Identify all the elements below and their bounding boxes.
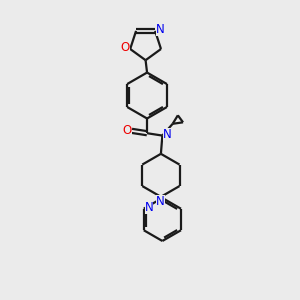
Text: N: N bbox=[156, 195, 165, 208]
Text: N: N bbox=[145, 201, 153, 214]
Text: N: N bbox=[163, 128, 172, 142]
Text: O: O bbox=[122, 124, 132, 137]
Text: N: N bbox=[156, 23, 165, 36]
Text: O: O bbox=[120, 41, 130, 54]
